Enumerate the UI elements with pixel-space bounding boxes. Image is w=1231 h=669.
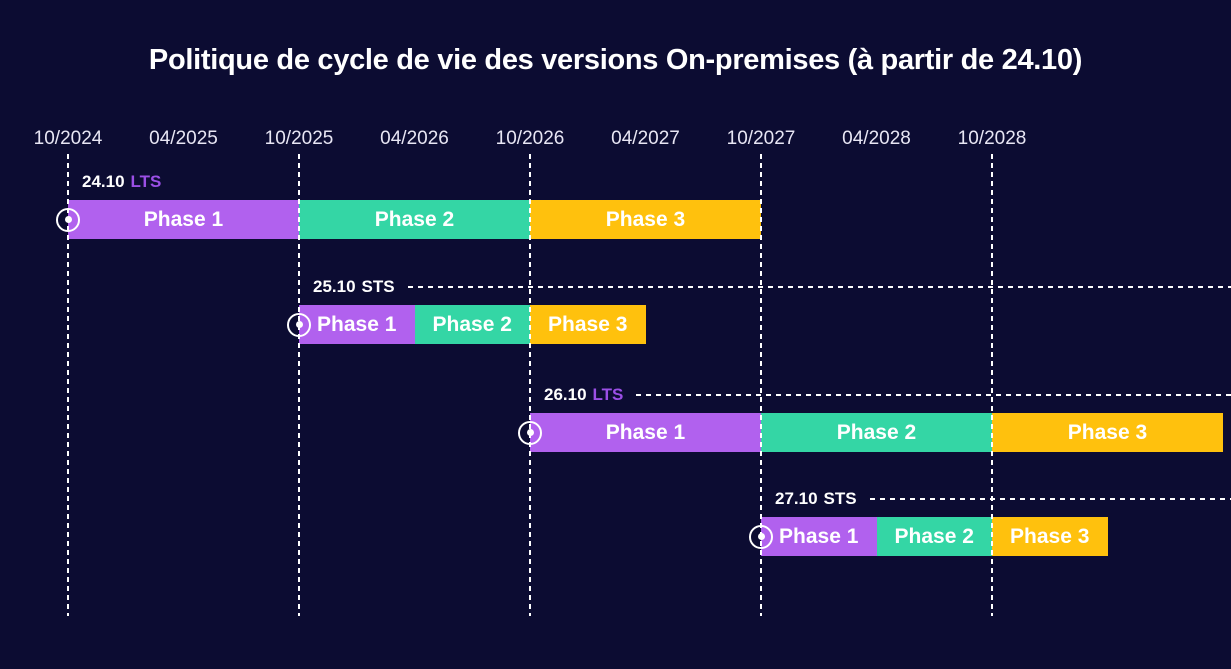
x-axis-tick-label: 10/2026 (495, 128, 565, 149)
phase-bar-label: Phase 1 (143, 207, 224, 231)
phase-bar: Phase 1 (68, 200, 299, 239)
timeline-extension-dashed-line (636, 394, 1231, 396)
release-start-marker-icon (287, 312, 311, 337)
phase-bar: Phase 2 (299, 200, 530, 239)
phase-bar-label: Phase 1 (779, 524, 859, 548)
phase-bar: Phase 3 (992, 517, 1108, 556)
chart-title: Politique de cycle de vie des versions O… (148, 44, 1083, 76)
x-axis-tick-label: 10/2025 (264, 128, 334, 149)
x-axis-tick-label: 10/2024 (33, 128, 103, 149)
phase-bar: Phase 2 (414, 305, 530, 344)
phase-bar-label: Phase 3 (1067, 420, 1148, 444)
phase-bar-label: Phase 2 (836, 420, 917, 444)
phase-bar: Phase 2 (761, 413, 992, 452)
release-support-badge: STS (823, 489, 857, 508)
release-label: 26.10 LTS (544, 385, 623, 405)
phase-bar-label: Phase 3 (548, 312, 628, 336)
year-gridline (991, 154, 993, 616)
phase-bar: Phase 3 (530, 200, 761, 239)
phase-bar: Phase 1 (299, 305, 415, 344)
release-support-badge: LTS (592, 385, 624, 404)
release-start-marker-icon (518, 420, 542, 445)
x-axis-tick-label: 04/2026 (380, 128, 449, 149)
x-axis-tick-label: 10/2028 (957, 128, 1027, 149)
release-version: 24.10 (82, 172, 125, 191)
timeline-extension-dashed-line (408, 286, 1231, 288)
x-axis-tick-label: 04/2025 (149, 128, 218, 149)
release-start-marker-icon (56, 207, 80, 232)
year-gridline (760, 154, 762, 616)
phase-bar: Phase 2 (876, 517, 992, 556)
phase-bar-label: Phase 2 (374, 207, 455, 231)
phase-bar-label: Phase 2 (894, 524, 974, 548)
phase-bar-label: Phase 3 (605, 207, 686, 231)
year-gridline (298, 154, 300, 616)
phase-bar-label: Phase 3 (1010, 524, 1090, 548)
phase-bar-label: Phase 1 (605, 420, 686, 444)
phase-bar: Phase 3 (530, 305, 646, 344)
phase-bar-label: Phase 1 (317, 312, 397, 336)
release-version: 25.10 (313, 277, 356, 296)
phase-bar: Phase 3 (992, 413, 1223, 452)
x-axis-tick-label: 04/2027 (611, 128, 680, 149)
release-version: 27.10 (775, 489, 818, 508)
release-support-badge: STS (361, 277, 395, 296)
release-version: 26.10 (544, 385, 587, 404)
x-axis-tick-label: 04/2028 (842, 128, 911, 149)
release-label: 25.10 STS (313, 277, 395, 297)
release-label: 27.10 STS (775, 489, 857, 509)
release-support-badge: LTS (130, 172, 162, 191)
phase-bar: Phase 1 (530, 413, 761, 452)
release-label: 24.10 LTS (82, 172, 161, 192)
release-start-marker-icon (749, 524, 773, 549)
phase-bar-label: Phase 2 (432, 312, 512, 336)
timeline-extension-dashed-line (870, 498, 1231, 500)
year-gridline (67, 154, 69, 616)
phase-bar: Phase 1 (761, 517, 877, 556)
year-gridline (529, 154, 531, 616)
x-axis-tick-label: 10/2027 (726, 128, 796, 149)
